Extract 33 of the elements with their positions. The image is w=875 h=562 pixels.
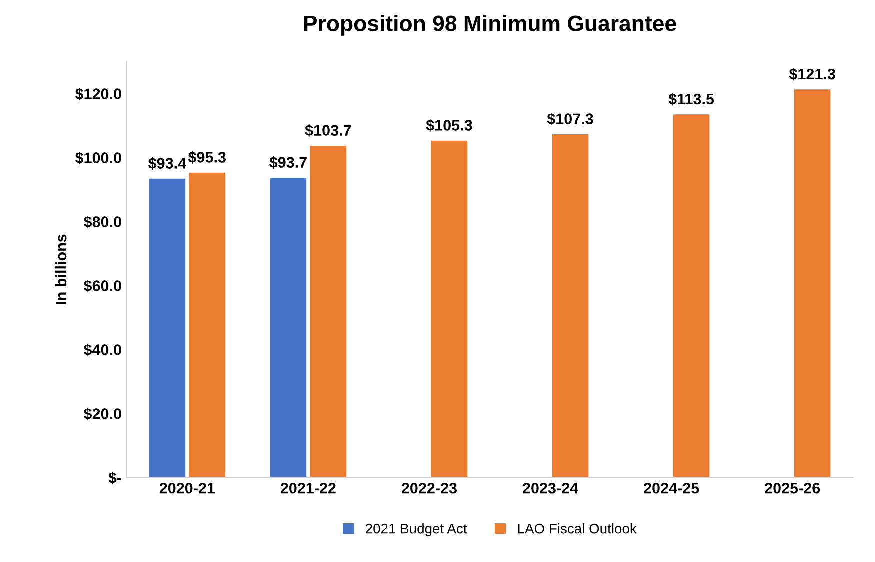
x-tick-label: 2020-21 <box>160 482 216 494</box>
x-tick-label: 2023-24 <box>523 482 578 494</box>
data-label: $95.3 <box>188 151 226 164</box>
data-label: $107.3 <box>547 112 594 126</box>
legend-label: 2021 Budget Act <box>366 524 468 536</box>
bar <box>552 134 589 478</box>
bar <box>149 178 186 478</box>
data-label: $93.4 <box>148 157 186 170</box>
bar <box>794 90 831 478</box>
y-axis-title: In billions <box>55 234 67 304</box>
x-tick-label: 2022-23 <box>402 482 457 494</box>
data-label: $105.3 <box>426 119 472 132</box>
y-tick-label: $80.0 <box>84 216 122 228</box>
data-label: $113.5 <box>668 93 714 106</box>
data-label: $121.3 <box>789 68 836 81</box>
y-tick-label: $100.0 <box>75 152 122 164</box>
x-tick-label: 2024-25 <box>644 482 700 494</box>
y-tick-label: $20.0 <box>84 408 122 420</box>
data-label: $103.7 <box>305 124 352 137</box>
y-tick-label: $- <box>108 472 122 484</box>
bar <box>431 140 468 478</box>
y-tick-label: $120.0 <box>75 88 122 100</box>
bar <box>673 114 710 478</box>
x-tick-label: 2025-26 <box>765 482 820 494</box>
bar <box>270 178 307 478</box>
chart-title: Proposition 98 Minimum Guarantee <box>304 15 676 36</box>
legend-label: LAO Fiscal Outlook <box>518 524 637 534</box>
y-tick-label: $40.0 <box>84 344 122 356</box>
y-tick-label: $60.0 <box>84 280 122 292</box>
x-tick-label: 2021-22 <box>280 482 336 494</box>
bar <box>189 172 226 478</box>
bar <box>310 146 347 478</box>
data-label: $93.7 <box>270 156 307 169</box>
